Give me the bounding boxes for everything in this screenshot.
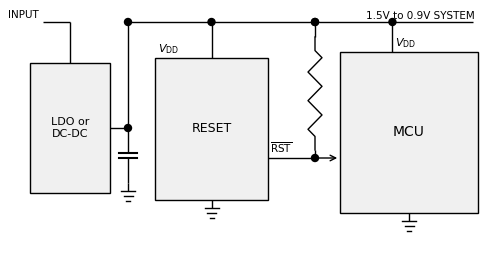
Text: $V_{\rm DD}$: $V_{\rm DD}$ xyxy=(396,36,416,50)
Circle shape xyxy=(389,18,396,26)
Bar xyxy=(340,52,478,213)
Text: RESET: RESET xyxy=(192,123,232,135)
Text: $V_{\rm DD}$: $V_{\rm DD}$ xyxy=(158,42,179,56)
Text: INPUT: INPUT xyxy=(8,10,39,20)
Circle shape xyxy=(208,18,215,26)
Circle shape xyxy=(312,154,318,161)
Text: 1.5V to 0.9V SYSTEM: 1.5V to 0.9V SYSTEM xyxy=(366,11,475,21)
Circle shape xyxy=(312,18,318,26)
Text: LDO or
DC-DC: LDO or DC-DC xyxy=(51,117,89,139)
Text: $\overline{\rm RST}$: $\overline{\rm RST}$ xyxy=(270,140,292,155)
Circle shape xyxy=(312,18,318,26)
Circle shape xyxy=(124,18,132,26)
Bar xyxy=(155,58,268,200)
Circle shape xyxy=(124,124,132,132)
Text: MCU: MCU xyxy=(393,125,425,139)
Bar xyxy=(30,63,110,193)
